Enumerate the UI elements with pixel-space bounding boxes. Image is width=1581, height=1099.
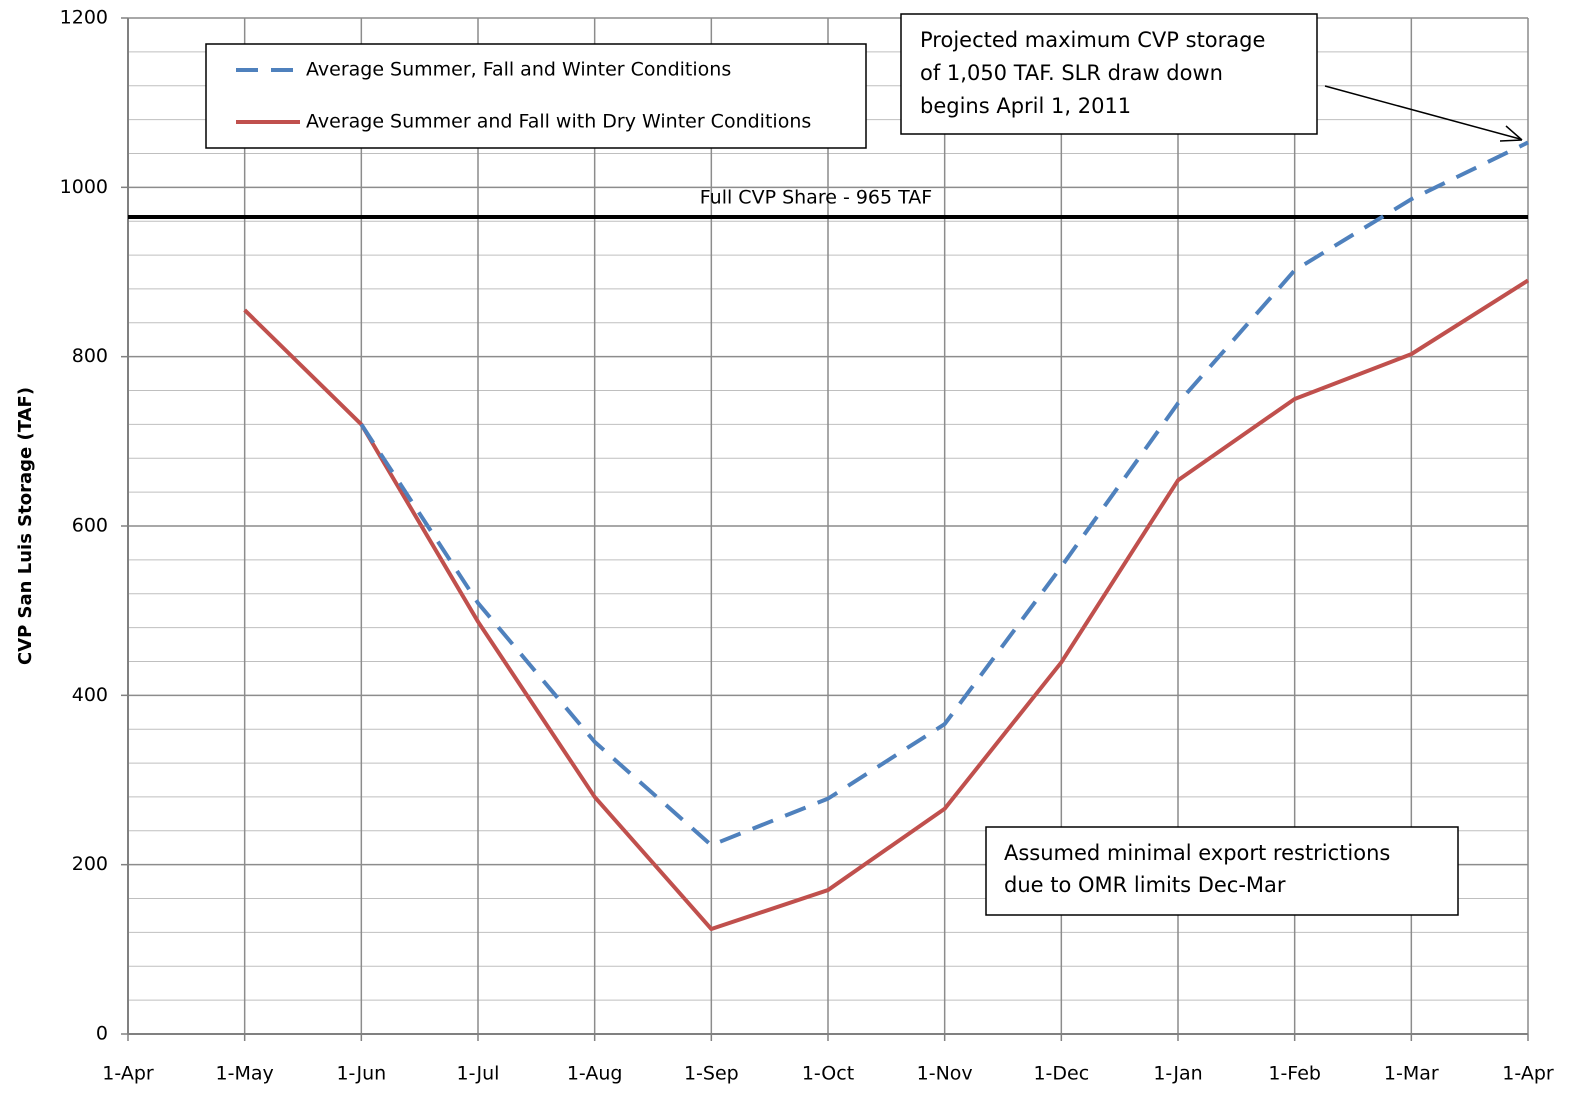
legend-label: Average Summer, Fall and Winter Conditio… (306, 59, 731, 81)
y-tick-label: 800 (72, 345, 108, 367)
series-line (359, 140, 1529, 848)
x-tick-label: 1-Jul (457, 1063, 500, 1085)
legend-label: Average Summer and Fall with Dry Winter … (306, 111, 811, 133)
y-axis-label: CVP San Luis Storage (TAF) (15, 387, 36, 665)
annotation-text: Projected maximum CVP storage (920, 28, 1265, 52)
annotation-text: Assumed minimal export restrictions (1004, 841, 1390, 865)
y-tick-label: 1200 (60, 7, 108, 29)
x-tick-label: 1-Dec (1033, 1063, 1089, 1085)
x-tick-label: 1-Apr (102, 1063, 154, 1085)
y-tick-label: 1000 (60, 176, 108, 198)
x-tick-label: 1-May (216, 1063, 274, 1085)
annotation-box (985, 826, 1459, 916)
annotation-box (900, 13, 1318, 135)
y-tick-label: 600 (72, 515, 108, 537)
annotation-arrow (1324, 85, 1521, 140)
annotation-text: of 1,050 TAF. SLR draw down (920, 61, 1223, 85)
arrow-head (1499, 125, 1523, 142)
x-tick-label: 1-Nov (917, 1063, 973, 1085)
reference-label: Full CVP Share - 965 TAF (700, 186, 932, 208)
x-tick-label: 1-Feb (1268, 1063, 1321, 1085)
x-tick-label: 1-Sep (684, 1063, 739, 1085)
x-tick-label: 1-Jun (336, 1063, 386, 1085)
annotation-text: due to OMR limits Dec-Mar (1004, 873, 1286, 897)
x-tick-label: 1-Jan (1153, 1063, 1202, 1085)
x-tick-label: 1-Aug (567, 1063, 623, 1085)
x-tick-label: 1-Mar (1384, 1063, 1439, 1085)
y-tick-label: 0 (96, 1023, 108, 1045)
x-tick-label: 1-Oct (802, 1063, 854, 1085)
series-line (243, 278, 1530, 932)
y-tick-label: 400 (72, 684, 108, 706)
legend-box (205, 43, 867, 149)
annotation-text: begins April 1, 2011 (920, 94, 1131, 118)
y-tick-label: 200 (72, 853, 108, 875)
x-tick-label: 1-Apr (1502, 1063, 1554, 1085)
